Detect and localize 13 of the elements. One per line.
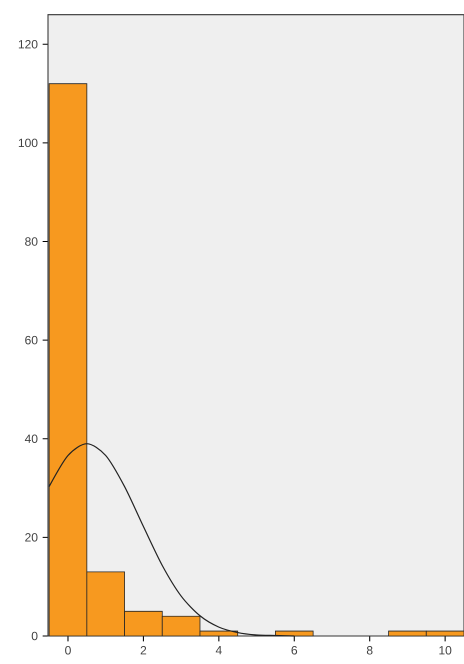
y-tick-label: 20	[25, 533, 38, 542]
y-tick-label: 100	[18, 138, 38, 148]
y-tick-label: 120	[18, 40, 38, 49]
x-tick-label: 8	[366, 646, 373, 655]
y-tick-label: 80	[25, 237, 38, 246]
x-tick-label: 10	[439, 646, 452, 655]
x-tick-label: 6	[292, 646, 298, 655]
x-tick-label: 4	[216, 646, 222, 654]
x-tick-label: 2	[140, 646, 146, 654]
y-tick-label: 0	[32, 632, 38, 640]
y-tick-label: 40	[24, 434, 38, 444]
x-tick-label: 0	[65, 646, 71, 655]
y-tick-label: 60	[25, 336, 38, 344]
